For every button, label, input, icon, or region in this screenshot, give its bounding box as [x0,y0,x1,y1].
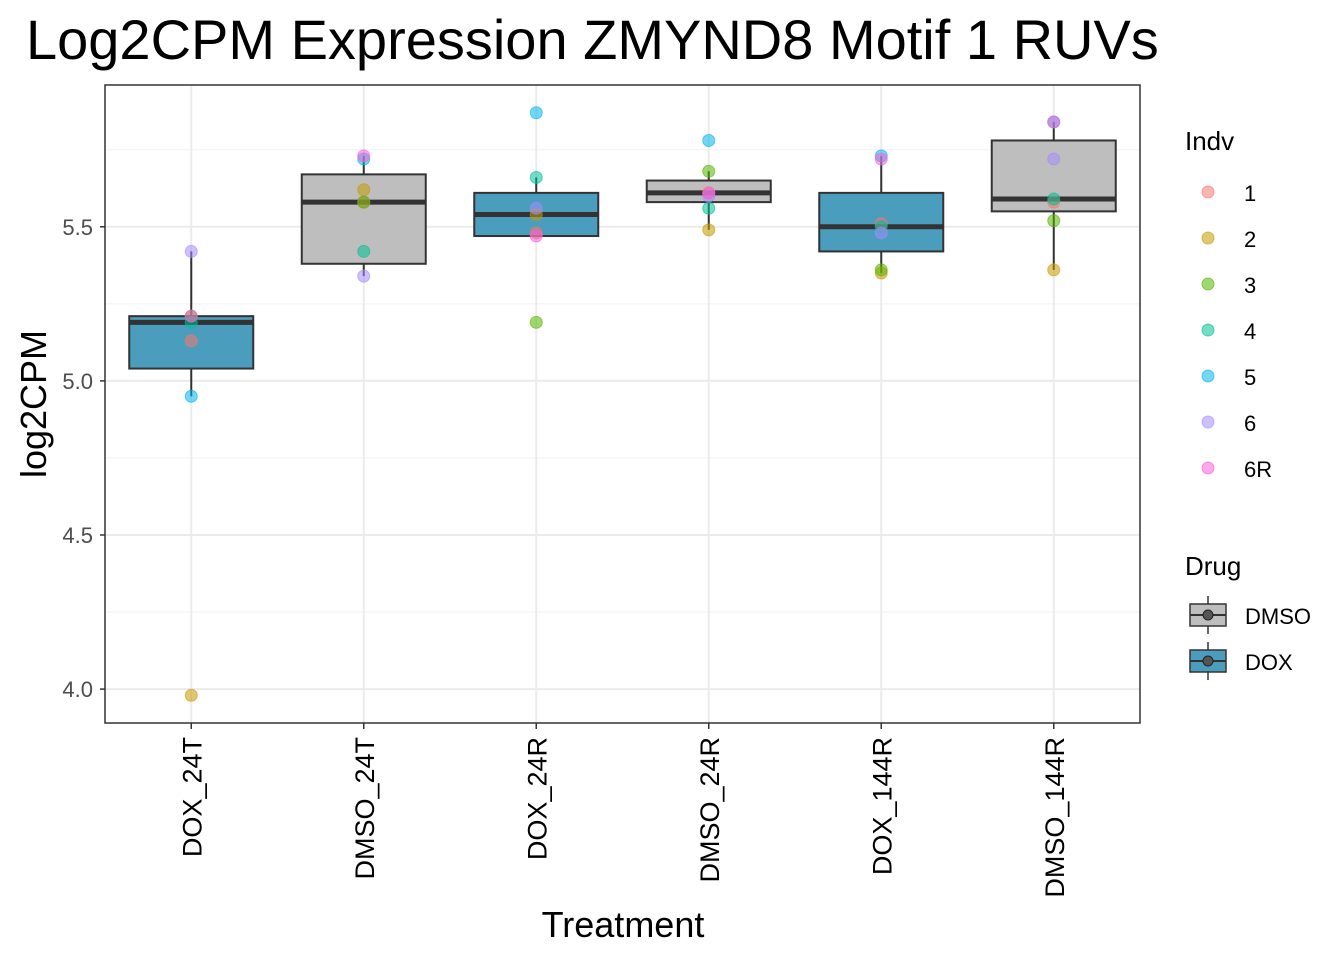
legend-key-indv-6 [1201,415,1215,429]
point-indv-1 [184,334,198,348]
legend-key-point [1202,655,1214,667]
point-indv-6 [874,226,888,240]
point-indv-5 [184,389,198,403]
point-indv-2 [1047,263,1061,277]
legend-label-indv-4: 4 [1244,319,1256,344]
legend-key-indv-2 [1201,231,1215,245]
legend-key-point [1202,609,1214,621]
point-indv-2 [357,183,371,197]
legend-label-indv-6R: 6R [1244,457,1272,482]
point-indv-6R [357,149,371,163]
plot-background [105,85,1140,723]
y-tick-label: 5.0 [62,369,93,394]
point-indv-6 [184,244,198,258]
point-indv-3 [529,315,543,329]
point-indv-4 [1047,192,1061,206]
legend-key-indv-5 [1201,369,1215,383]
y-tick-label: 4.5 [62,523,93,548]
x-tick-label: DMSO_24R [695,737,725,883]
x-tick-label: DMSO_24T [350,737,380,880]
point-indv-3 [1047,214,1061,228]
point-indv-3 [874,263,888,277]
legend-drug-title: Drug [1185,551,1241,581]
legend-label-indv-5: 5 [1244,365,1256,390]
point-indv-2 [702,223,716,237]
point-indv-6 [529,201,543,215]
x-axis-label: Treatment [542,904,705,945]
point-indv-6R [1047,115,1061,129]
y-tick-label: 4.0 [62,677,93,702]
point-indv-6R [184,309,198,323]
x-tick-label: DMSO_144R [1040,737,1070,898]
point-indv-6R [874,152,888,166]
x-tick-label: DOX_24R [522,737,552,860]
legend-label-indv-2: 2 [1244,227,1256,252]
y-axis-label: log2CPM [13,330,54,478]
point-indv-6 [357,269,371,283]
legend-label-drug-DOX: DOX [1245,650,1293,675]
x-tick-label: DOX_144R [867,737,897,875]
point-indv-5 [702,133,716,147]
x-tick-label: DOX_24T [177,737,207,857]
point-indv-5 [529,106,543,120]
plot-area: 4.0 4.5 5.0 5.5 DOX_24T DMSO_24T DOX_24R DMSO_2… [62,84,1141,898]
point-indv-3 [357,195,371,209]
point-indv-3 [702,164,716,178]
legend-key-indv-6R [1201,461,1215,475]
point-indv-4 [529,170,543,184]
legend-label-indv-1: 1 [1244,181,1256,206]
legend-indv: 1 2 3 4 5 6 6R [1201,181,1272,482]
y-tick-label: 5.5 [62,215,93,240]
point-indv-6R [702,186,716,200]
legend-label-indv-3: 3 [1244,273,1256,298]
legend-key-indv-4 [1201,323,1215,337]
point-indv-4 [702,201,716,215]
legend-key-indv-3 [1201,277,1215,291]
legend-drug: DMSO DOX [1189,596,1311,680]
legend-indv-title: Indv [1185,126,1234,156]
chart-title: Log2CPM Expression ZMYND8 Motif 1 RUVs [26,8,1159,71]
legend-label-drug-DMSO: DMSO [1245,604,1311,629]
point-indv-4 [357,244,371,258]
legend-label-indv-6: 6 [1244,411,1256,436]
plot-border [104,84,1141,724]
point-indv-2 [184,688,198,702]
point-indv-6R [529,229,543,243]
legend-key-indv-1 [1201,185,1215,199]
point-indv-6 [1047,152,1061,166]
